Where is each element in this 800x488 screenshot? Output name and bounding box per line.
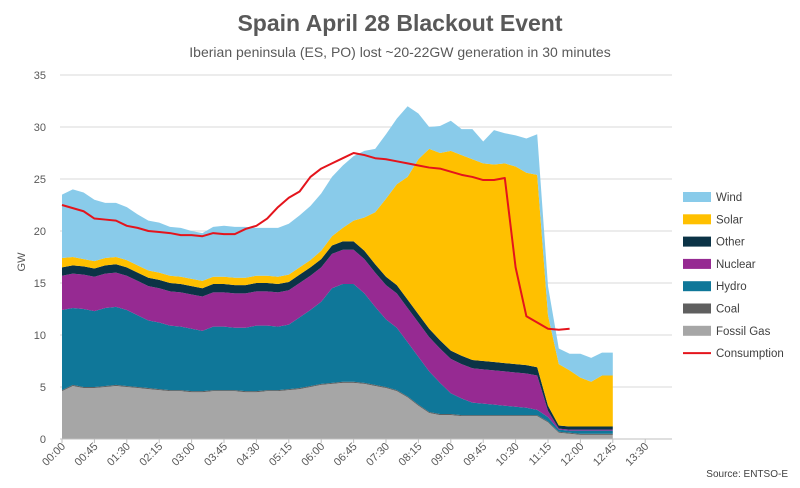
legend-swatch-other	[683, 236, 711, 247]
y-axis-label: GW	[16, 252, 28, 272]
y-tick-label: 30	[34, 122, 46, 134]
area-nuclear	[62, 249, 613, 431]
line-series	[61, 152, 570, 331]
x-tick-label: 06:45	[332, 441, 360, 469]
legend-label-solar: Solar	[716, 214, 743, 226]
legend-label-other: Other	[716, 237, 745, 249]
x-tick-label: 03:45	[202, 441, 230, 469]
legend-label-consumption: Consumption	[716, 348, 784, 360]
legend-swatch-fossil-gas	[683, 325, 711, 336]
legend-swatch-coal	[683, 303, 711, 314]
x-tick-label: 12:00	[559, 441, 587, 469]
area-other	[62, 241, 613, 430]
legend-label-fossil-gas: Fossil Gas	[716, 326, 771, 338]
legend: Wind Solar Other Nuclear Hydro Coal Fossil Gas…	[683, 192, 784, 360]
x-tick-label: 12:45	[591, 441, 619, 469]
x-tick-label: 01:30	[105, 441, 133, 469]
line-consumption	[61, 152, 570, 331]
y-tick-label: 10	[34, 330, 46, 342]
y-tick-label: 20	[34, 226, 46, 238]
x-tick-label: 10:30	[494, 441, 522, 469]
x-tick-label: 03:00	[170, 441, 198, 469]
legend-swatch-wind	[683, 192, 711, 202]
area-solar	[62, 148, 613, 427]
chart-title: Spain April 28 Blackout Event	[237, 10, 563, 36]
area-fossil-gas	[62, 382, 613, 439]
x-tick-label: 04:30	[235, 441, 263, 469]
stacked-areas	[62, 106, 613, 439]
y-tick-label: 35	[34, 70, 46, 82]
x-tick-label: 13:30	[623, 441, 651, 469]
x-tick-label: 05:15	[267, 441, 295, 469]
chart-subtitle: Iberian peninsula (ES, PO) lost ~20-22GW…	[189, 44, 611, 60]
x-tick-label: 09:45	[461, 441, 489, 469]
y-tick-label: 0	[40, 434, 46, 446]
legend-label-nuclear: Nuclear	[716, 259, 756, 271]
y-tick-label: 25	[34, 174, 46, 186]
source-note: Source: ENTSO-E	[706, 469, 788, 480]
area-hydro	[62, 284, 613, 434]
x-tick-label: 00:45	[73, 441, 101, 469]
x-tick-label: 08:15	[397, 441, 425, 469]
x-tick-label: 07:30	[364, 441, 392, 469]
x-tick-label: 06:00	[299, 441, 327, 469]
legend-swatch-solar	[683, 214, 711, 225]
legend-label-hydro: Hydro	[716, 281, 747, 293]
x-axis: 00:00 00:45 01:30 02:15 03:00 03:45 04:30 05:15…	[40, 438, 672, 469]
legend-swatch-hydro	[683, 281, 711, 292]
legend-swatch-nuclear	[683, 258, 711, 269]
legend-label-coal: Coal	[716, 304, 740, 316]
legend-label-wind: Wind	[716, 192, 742, 204]
x-tick-label: 02:15	[137, 441, 165, 469]
y-axis: 0 5 10 15 20 25 30 35 GW	[16, 70, 46, 446]
x-tick-label: 09:00	[429, 441, 457, 469]
y-tick-label: 5	[40, 382, 46, 394]
y-tick-label: 15	[34, 278, 46, 290]
x-tick-label: 11:15	[527, 441, 554, 468]
area-wind	[62, 106, 613, 382]
